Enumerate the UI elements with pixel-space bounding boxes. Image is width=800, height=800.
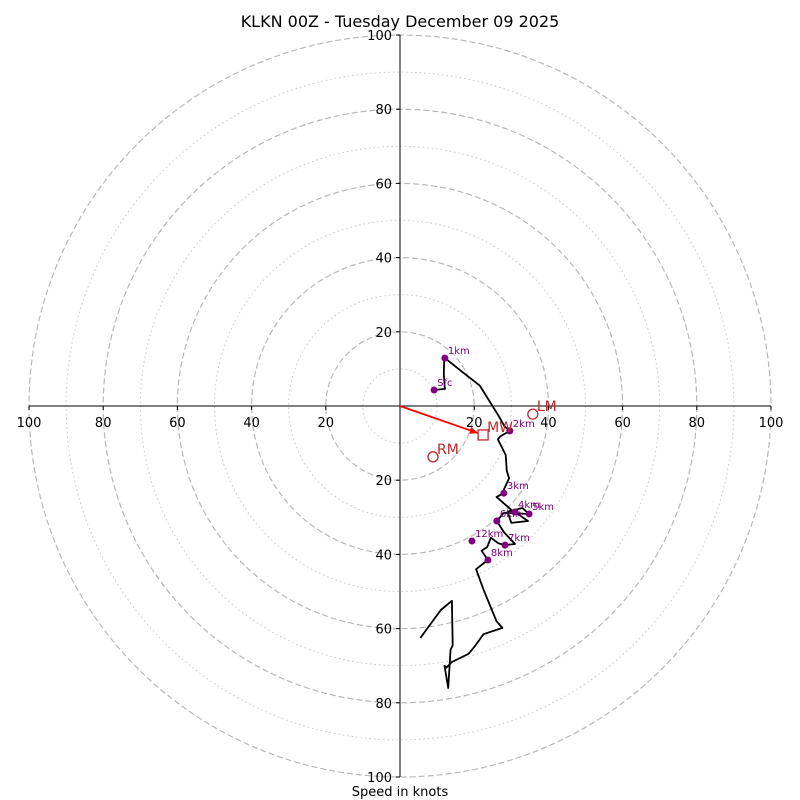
height-marker-12km [468, 537, 476, 545]
x-tick-label: 80 [95, 416, 112, 431]
x-tick-label: 20 [466, 416, 483, 431]
mean-wind-vector [399, 405, 479, 434]
height-label-3km: 3km [507, 481, 529, 492]
storm-motion-mw-marker [477, 429, 489, 441]
height-marker-8km [484, 556, 492, 564]
x-axis-label: Speed in knots [352, 785, 449, 800]
height-label-6km: 6km [500, 509, 522, 520]
tick-labels: 100 80 60 40 20 20 40 60 80 100 100 80 60 40 20 20 40 60 8… [17, 29, 784, 786]
y-tick-label: 80 [375, 697, 392, 712]
storm-motion-lm-label: LM [537, 399, 557, 415]
height-label-1km: 1km [448, 346, 470, 357]
height-marker-1km [441, 354, 449, 362]
x-tick-label: 60 [614, 416, 631, 431]
y-tick-label: 40 [375, 548, 392, 563]
x-tick-label: 20 [318, 416, 335, 431]
height-marker-4km [511, 508, 519, 516]
x-tick-label: 80 [689, 416, 706, 431]
storm-motion-mw-label: MW [487, 420, 513, 436]
chart-title: KLKN 00Z - Tuesday December 09 2025 [241, 12, 560, 31]
y-tick-label: 100 [367, 771, 392, 786]
height-label-7km: 7km [508, 533, 530, 544]
x-tick-label: 60 [169, 416, 186, 431]
height-label-4km: 4km [518, 500, 540, 511]
storm-motion-lm-marker [527, 408, 539, 420]
y-tick-label: 20 [375, 326, 392, 341]
height-label-2km: 2km [513, 419, 535, 430]
height-marker-sfc [430, 386, 438, 394]
y-tick-label: 80 [375, 103, 392, 118]
y-tick-label: 60 [375, 623, 392, 638]
x-tick-label: 40 [243, 416, 260, 431]
storm-motion-rm-label: RM [437, 442, 459, 458]
hodograph-line [419, 357, 530, 689]
y-tick-label: 60 [375, 177, 392, 192]
height-marker-7km [501, 541, 509, 549]
y-tick-label: 20 [375, 474, 392, 489]
height-marker-2km [506, 427, 514, 435]
height-label-sfc: Sfc [437, 378, 452, 389]
height-marker-6km [493, 517, 501, 525]
traces [399, 357, 530, 689]
x-tick-label: 100 [17, 416, 42, 431]
storm-motion-rm-marker [427, 451, 439, 463]
height-label-8km: 8km [491, 548, 513, 559]
height-label-5km: 5km [532, 502, 554, 513]
height-label-12km: 12km [475, 529, 503, 540]
y-tick-label: 40 [375, 252, 392, 267]
y-tick-label: 100 [367, 29, 392, 44]
height-marker-5km [525, 510, 533, 518]
x-tick-label: 40 [540, 416, 557, 431]
height-marker-3km [500, 489, 508, 497]
mean-wind-arrowhead [469, 427, 478, 434]
x-tick-label: 100 [759, 416, 784, 431]
